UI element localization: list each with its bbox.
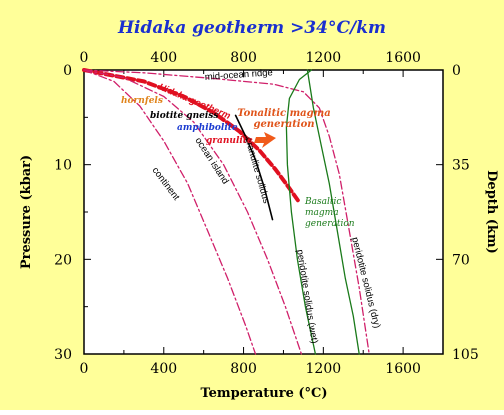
mid-ocean-ridge-line bbox=[83, 69, 370, 355]
peridotite-solidus-wet-line bbox=[285, 69, 317, 355]
x-tick-label-bottom: 800 bbox=[230, 361, 257, 377]
y-tick-label: 30 bbox=[54, 347, 72, 363]
continent-line bbox=[83, 69, 257, 355]
mid-ocean-ridge-label: mid-ocean ridge bbox=[204, 67, 273, 83]
chart-title: Hidaka geotherm >34°C/km bbox=[117, 18, 386, 38]
x-tick-label-top: 1200 bbox=[306, 50, 342, 66]
x-tick-label-bottom: 1600 bbox=[385, 361, 421, 377]
y-tick-label: 20 bbox=[54, 252, 72, 268]
hidaka-geotherm-line bbox=[82, 68, 302, 205]
basaltic-generation-label: magma bbox=[305, 208, 339, 218]
plot-area bbox=[83, 69, 444, 355]
depth-tick-label: 70 bbox=[452, 252, 470, 268]
tonalitic-arrow bbox=[254, 132, 276, 148]
y-tick-label: 0 bbox=[63, 63, 72, 79]
x-tick-label-bottom: 1200 bbox=[306, 361, 342, 377]
basaltic-generation-label: generation bbox=[305, 219, 355, 229]
x-tick-label-top: 1600 bbox=[385, 50, 421, 66]
biotite-gneiss-label: biotite gneiss bbox=[150, 111, 218, 121]
depth-tick-label: 105 bbox=[452, 347, 479, 363]
x-tick-label-top: 400 bbox=[150, 50, 177, 66]
amphibolite-label: amphibolite bbox=[177, 123, 238, 133]
peridotite-solidus-dry-line bbox=[306, 69, 360, 355]
y-tick-label: 10 bbox=[54, 158, 72, 174]
depth-tick-label: 35 bbox=[452, 158, 470, 174]
ocean-island-line bbox=[83, 69, 303, 355]
y-axis-label: Pressure (kbar) bbox=[19, 155, 34, 269]
tonalitic-generation-label: generation bbox=[253, 119, 314, 130]
depth-tick-label: 0 bbox=[452, 63, 461, 79]
x-tick-label-top: 0 bbox=[80, 50, 89, 66]
x-tick-label-bottom: 400 bbox=[150, 361, 177, 377]
basaltic-generation-label: Basaltic bbox=[304, 197, 341, 207]
granulite-solidus-line bbox=[234, 114, 274, 221]
x-tick-label-top: 800 bbox=[230, 50, 257, 66]
x-tick-label-bottom: 0 bbox=[80, 361, 89, 377]
tonalitic-generation-label: Tonalitic magma bbox=[237, 108, 330, 119]
depth-axis-label: Depth (km) bbox=[484, 170, 499, 254]
granulite-label: granulite bbox=[206, 136, 253, 146]
x-axis-label: Temperature (°C) bbox=[200, 386, 327, 401]
hornfels-label: hornfels bbox=[121, 96, 163, 106]
